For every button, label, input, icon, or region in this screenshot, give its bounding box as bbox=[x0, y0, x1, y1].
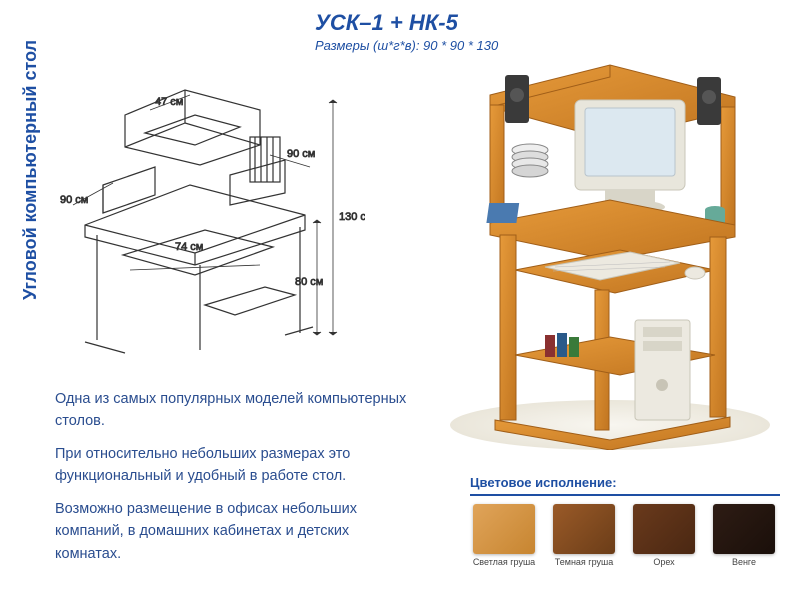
swatch-label: Венге bbox=[710, 558, 778, 568]
swatch-box bbox=[553, 504, 615, 554]
svg-text:74 см: 74 см bbox=[175, 241, 203, 253]
swatch-label: Темная груша bbox=[550, 558, 618, 568]
model-name: УСК–1 + НК-5 bbox=[315, 10, 498, 36]
swatch-box bbox=[473, 504, 535, 554]
description-p3: Возможно размещение в офисах небольших к… bbox=[55, 498, 415, 565]
color-section: Цветовое исполнение: Светлая груша Темная… bbox=[470, 475, 780, 568]
svg-text:130 cм: 130 cм bbox=[339, 211, 365, 223]
swatch-label: Светлая груша bbox=[470, 558, 538, 568]
color-swatch: Темная груша bbox=[550, 504, 618, 568]
svg-text:80 см: 80 см bbox=[295, 276, 323, 288]
dimensions-label: Размеры (ш*г*в): 90 * 90 * 130 bbox=[315, 38, 498, 53]
description-p2: При относительно небольших размерах это … bbox=[55, 443, 415, 488]
swatch-row: Светлая груша Темная груша Орех Венге bbox=[470, 504, 780, 568]
svg-text:90 см: 90 см bbox=[287, 148, 315, 160]
color-underline bbox=[470, 494, 780, 496]
svg-text:90 см: 90 см bbox=[60, 194, 88, 206]
swatch-box bbox=[713, 504, 775, 554]
swatch-box bbox=[633, 504, 695, 554]
description-p1: Одна из самых популярных моделей компьют… bbox=[55, 388, 415, 433]
header: УСК–1 + НК-5 Размеры (ш*г*в): 90 * 90 * … bbox=[315, 10, 498, 53]
color-title: Цветовое исполнение: bbox=[470, 475, 780, 490]
product-photo bbox=[435, 55, 780, 450]
vertical-title: Угловой компьютерный стол bbox=[20, 40, 41, 300]
svg-text:47 см: 47 см bbox=[155, 96, 183, 108]
color-swatch: Светлая груша bbox=[470, 504, 538, 568]
description-block: Одна из самых популярных моделей компьют… bbox=[55, 388, 415, 575]
color-swatch: Венге bbox=[710, 504, 778, 568]
color-swatch: Орех bbox=[630, 504, 698, 568]
technical-diagram: 90 см 47 см 90 см 74 см 130 cм 80 см bbox=[55, 55, 365, 355]
swatch-label: Орех bbox=[630, 558, 698, 568]
